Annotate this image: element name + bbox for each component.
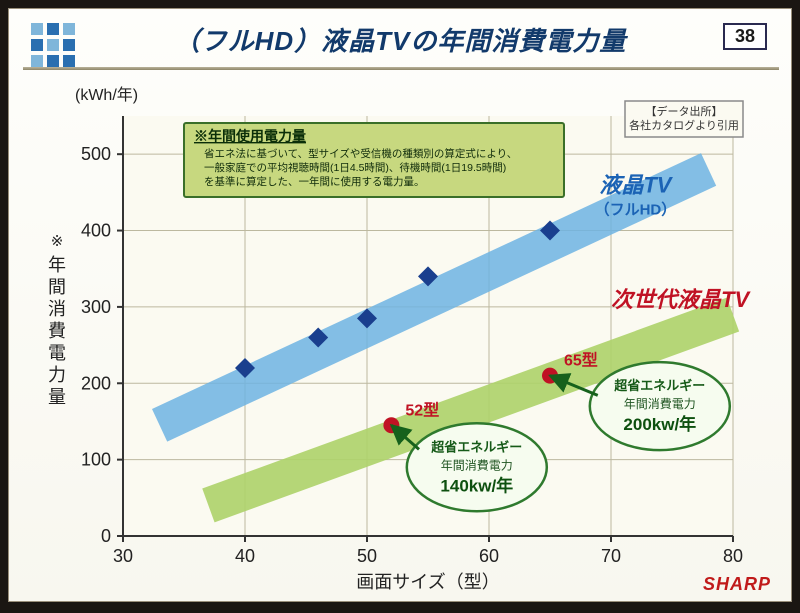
svg-text:次世代液晶TV: 次世代液晶TV [611, 287, 751, 312]
svg-text:※年間使用電力量: ※年間使用電力量 [194, 128, 306, 144]
svg-text:200kw/年: 200kw/年 [623, 414, 696, 434]
svg-text:間: 間 [48, 277, 66, 297]
svg-text:一般家庭での平均視聴時間(1日4.5時間)、待機時間(1日1: 一般家庭での平均視聴時間(1日4.5時間)、待機時間(1日19.5時間) [204, 161, 506, 174]
svg-text:消: 消 [48, 299, 66, 319]
svg-text:70: 70 [601, 546, 621, 566]
svg-text:を基準に算定した、一年間に使用する電力量。: を基準に算定した、一年間に使用する電力量。 [204, 175, 425, 188]
svg-text:0: 0 [101, 526, 111, 546]
svg-text:※: ※ [51, 233, 64, 250]
chart: 0 100 200 300 400 500 30 40 50 60 70 80 (kWh/年) ※ 年間消費… [23, 71, 779, 591]
slide-title: （フルHD）液晶TVの年間消費電力量 [9, 21, 791, 58]
svg-text:80: 80 [723, 546, 743, 566]
svg-text:300: 300 [81, 297, 111, 317]
svg-text:力: 力 [48, 365, 66, 385]
brand-logo: SHARP [703, 574, 771, 595]
svg-text:140kw/年: 140kw/年 [440, 475, 513, 495]
slide: （フルHD）液晶TVの年間消費電力量 38 0 100 200 300 400 500 30… [8, 8, 792, 602]
page-number: 38 [723, 23, 767, 50]
svg-text:液晶TV: 液晶TV [599, 172, 673, 197]
svg-text:500: 500 [81, 144, 111, 164]
x-axis-label: 画面サイズ（型） [356, 572, 499, 591]
svg-text:52型: 52型 [405, 401, 439, 419]
svg-text:電: 電 [48, 343, 66, 363]
svg-text:50: 50 [357, 546, 377, 566]
svg-text:年間消費電力: 年間消費電力 [624, 396, 696, 411]
svg-text:年間消費電力: 年間消費電力 [441, 457, 513, 472]
svg-text:省エネ法に基づいて、型サイズや受信機の種類別の算定式により、: 省エネ法に基づいて、型サイズや受信機の種類別の算定式により、 [204, 147, 517, 160]
svg-text:超省エネルギー: 超省エネルギー [614, 378, 705, 393]
svg-text:60: 60 [479, 546, 499, 566]
svg-text:量: 量 [48, 387, 66, 407]
svg-text:【データ出所】: 【データ出所】 [646, 104, 723, 118]
svg-text:65型: 65型 [564, 352, 598, 370]
svg-text:400: 400 [81, 221, 111, 241]
svg-text:200: 200 [81, 373, 111, 393]
svg-text:100: 100 [81, 450, 111, 470]
svg-text:30: 30 [113, 546, 133, 566]
svg-text:（フルHD）: （フルHD） [595, 200, 677, 218]
svg-text:超省エネルギー: 超省エネルギー [431, 439, 522, 454]
svg-text:40: 40 [235, 546, 255, 566]
svg-text:年: 年 [48, 255, 66, 275]
svg-text:各社カタログより引用: 各社カタログより引用 [629, 118, 739, 132]
divider [23, 67, 779, 70]
y-axis-unit: (kWh/年) [75, 86, 138, 104]
svg-text:費: 費 [48, 321, 66, 341]
